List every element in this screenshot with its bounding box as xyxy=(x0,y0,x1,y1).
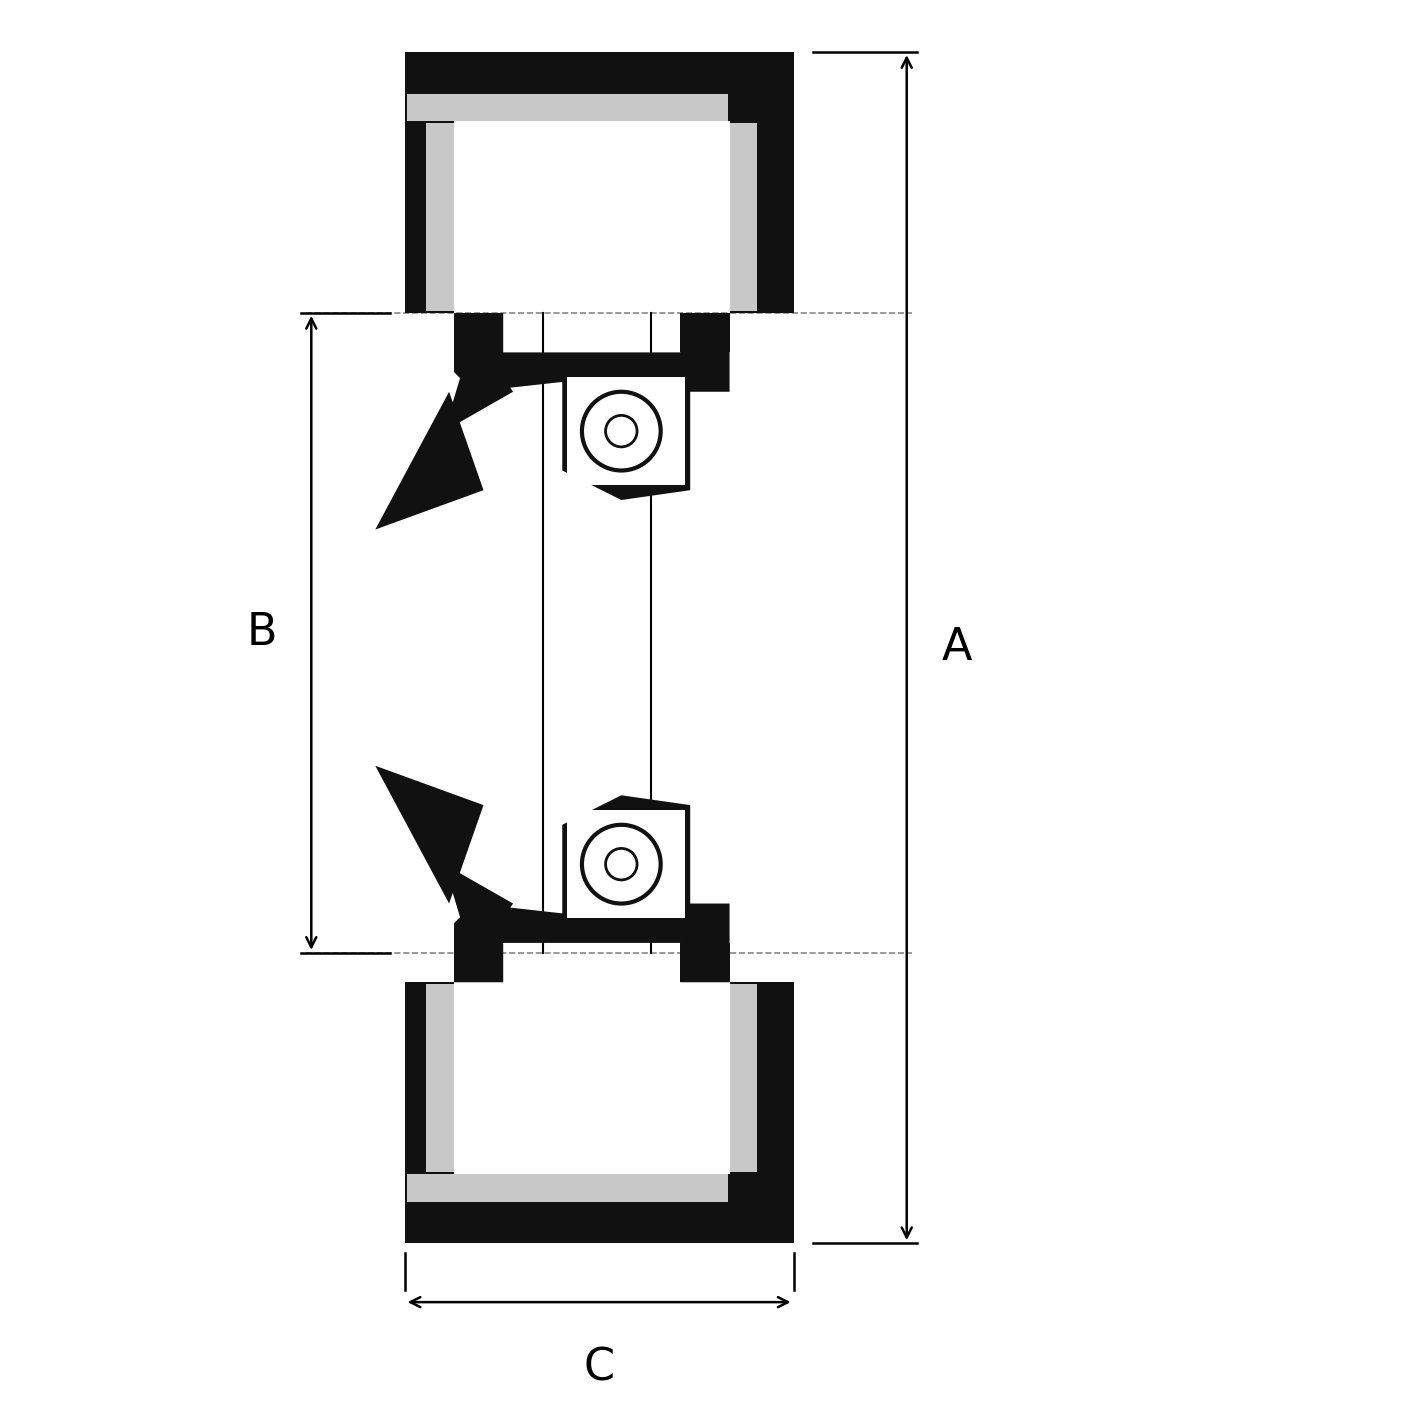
Polygon shape xyxy=(375,392,484,530)
Polygon shape xyxy=(730,983,793,1174)
Polygon shape xyxy=(730,121,793,314)
Polygon shape xyxy=(681,314,730,353)
Text: B: B xyxy=(246,612,277,654)
Circle shape xyxy=(606,848,637,880)
Polygon shape xyxy=(406,1174,727,1202)
Polygon shape xyxy=(405,52,793,121)
Text: A: A xyxy=(941,626,972,669)
Polygon shape xyxy=(567,810,685,918)
Polygon shape xyxy=(567,377,685,485)
Circle shape xyxy=(582,825,661,904)
Polygon shape xyxy=(426,124,454,311)
Polygon shape xyxy=(681,943,730,983)
Circle shape xyxy=(582,392,661,471)
Polygon shape xyxy=(444,333,513,432)
Polygon shape xyxy=(444,865,513,963)
Text: C: C xyxy=(583,1347,614,1389)
Polygon shape xyxy=(405,983,454,1174)
Polygon shape xyxy=(730,124,756,311)
Polygon shape xyxy=(375,766,484,904)
Polygon shape xyxy=(454,796,730,983)
Polygon shape xyxy=(426,984,454,1173)
Polygon shape xyxy=(730,984,756,1173)
Polygon shape xyxy=(454,314,730,501)
Polygon shape xyxy=(405,121,454,314)
Polygon shape xyxy=(405,1174,793,1243)
Circle shape xyxy=(606,415,637,447)
Polygon shape xyxy=(406,94,727,121)
